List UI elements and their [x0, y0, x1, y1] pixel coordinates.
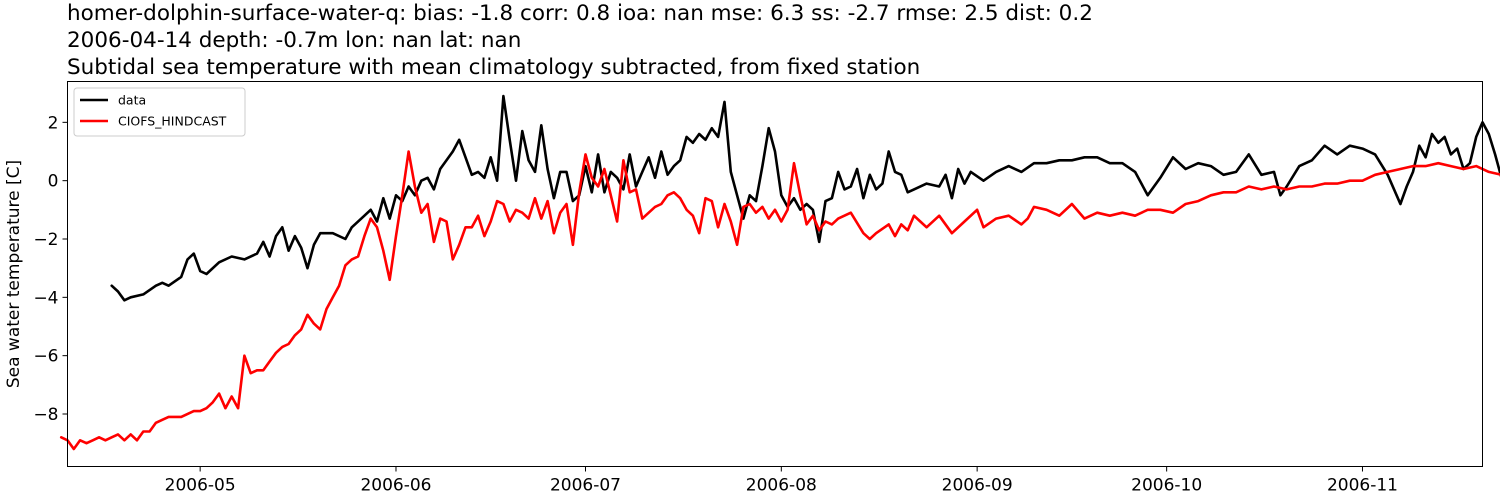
- y-tick-label: −2: [33, 230, 58, 250]
- legend-frame: [73, 87, 246, 137]
- plot-lines: [59, 94, 1500, 451]
- chart-title-line-2: 2006-04-14 depth: -0.7m lon: nan lat: na…: [67, 28, 522, 53]
- y-axis: 2 0 −2 −4 −6 −8: [33, 113, 68, 425]
- legend-label-ciofs-hindcast: CIOFS_HINDCAST: [118, 114, 227, 129]
- x-tick-label: 2006-06: [360, 476, 431, 496]
- y-tick-label: −6: [33, 347, 58, 367]
- x-tick-label: 2006-05: [165, 476, 236, 496]
- y-axis-label: Sea water temperature [C]: [4, 160, 24, 388]
- x-tick-label: 2006-08: [746, 476, 817, 496]
- x-tick-label: 2006-11: [1327, 476, 1398, 496]
- series-line-ciofs-hindcast: [59, 150, 1500, 451]
- axes-frame: [67, 81, 1483, 467]
- legend-label-data: data: [118, 93, 146, 108]
- y-tick-label: −8: [33, 405, 58, 425]
- chart-title-block: homer-dolphin-surface-water-q: bias: -1.…: [67, 0, 1093, 81]
- x-tick-label: 2006-07: [550, 476, 621, 496]
- chart-title-line-1: homer-dolphin-surface-water-q: bias: -1.…: [67, 1, 1093, 26]
- series-line-data: [110, 94, 1500, 302]
- x-tick-label: 2006-09: [942, 476, 1013, 496]
- legend: data CIOFS_HINDCAST: [73, 87, 246, 137]
- x-axis: 2006-05 2006-06 2006-07 2006-08 2006-09 2006-…: [165, 466, 1398, 496]
- x-tick-label: 2006-10: [1131, 476, 1202, 496]
- y-tick-label: 0: [48, 172, 59, 192]
- y-tick-label: 2: [48, 113, 59, 133]
- y-tick-label: −4: [33, 288, 58, 308]
- chart-title-line-3: Subtidal sea temperature with mean clima…: [67, 55, 921, 80]
